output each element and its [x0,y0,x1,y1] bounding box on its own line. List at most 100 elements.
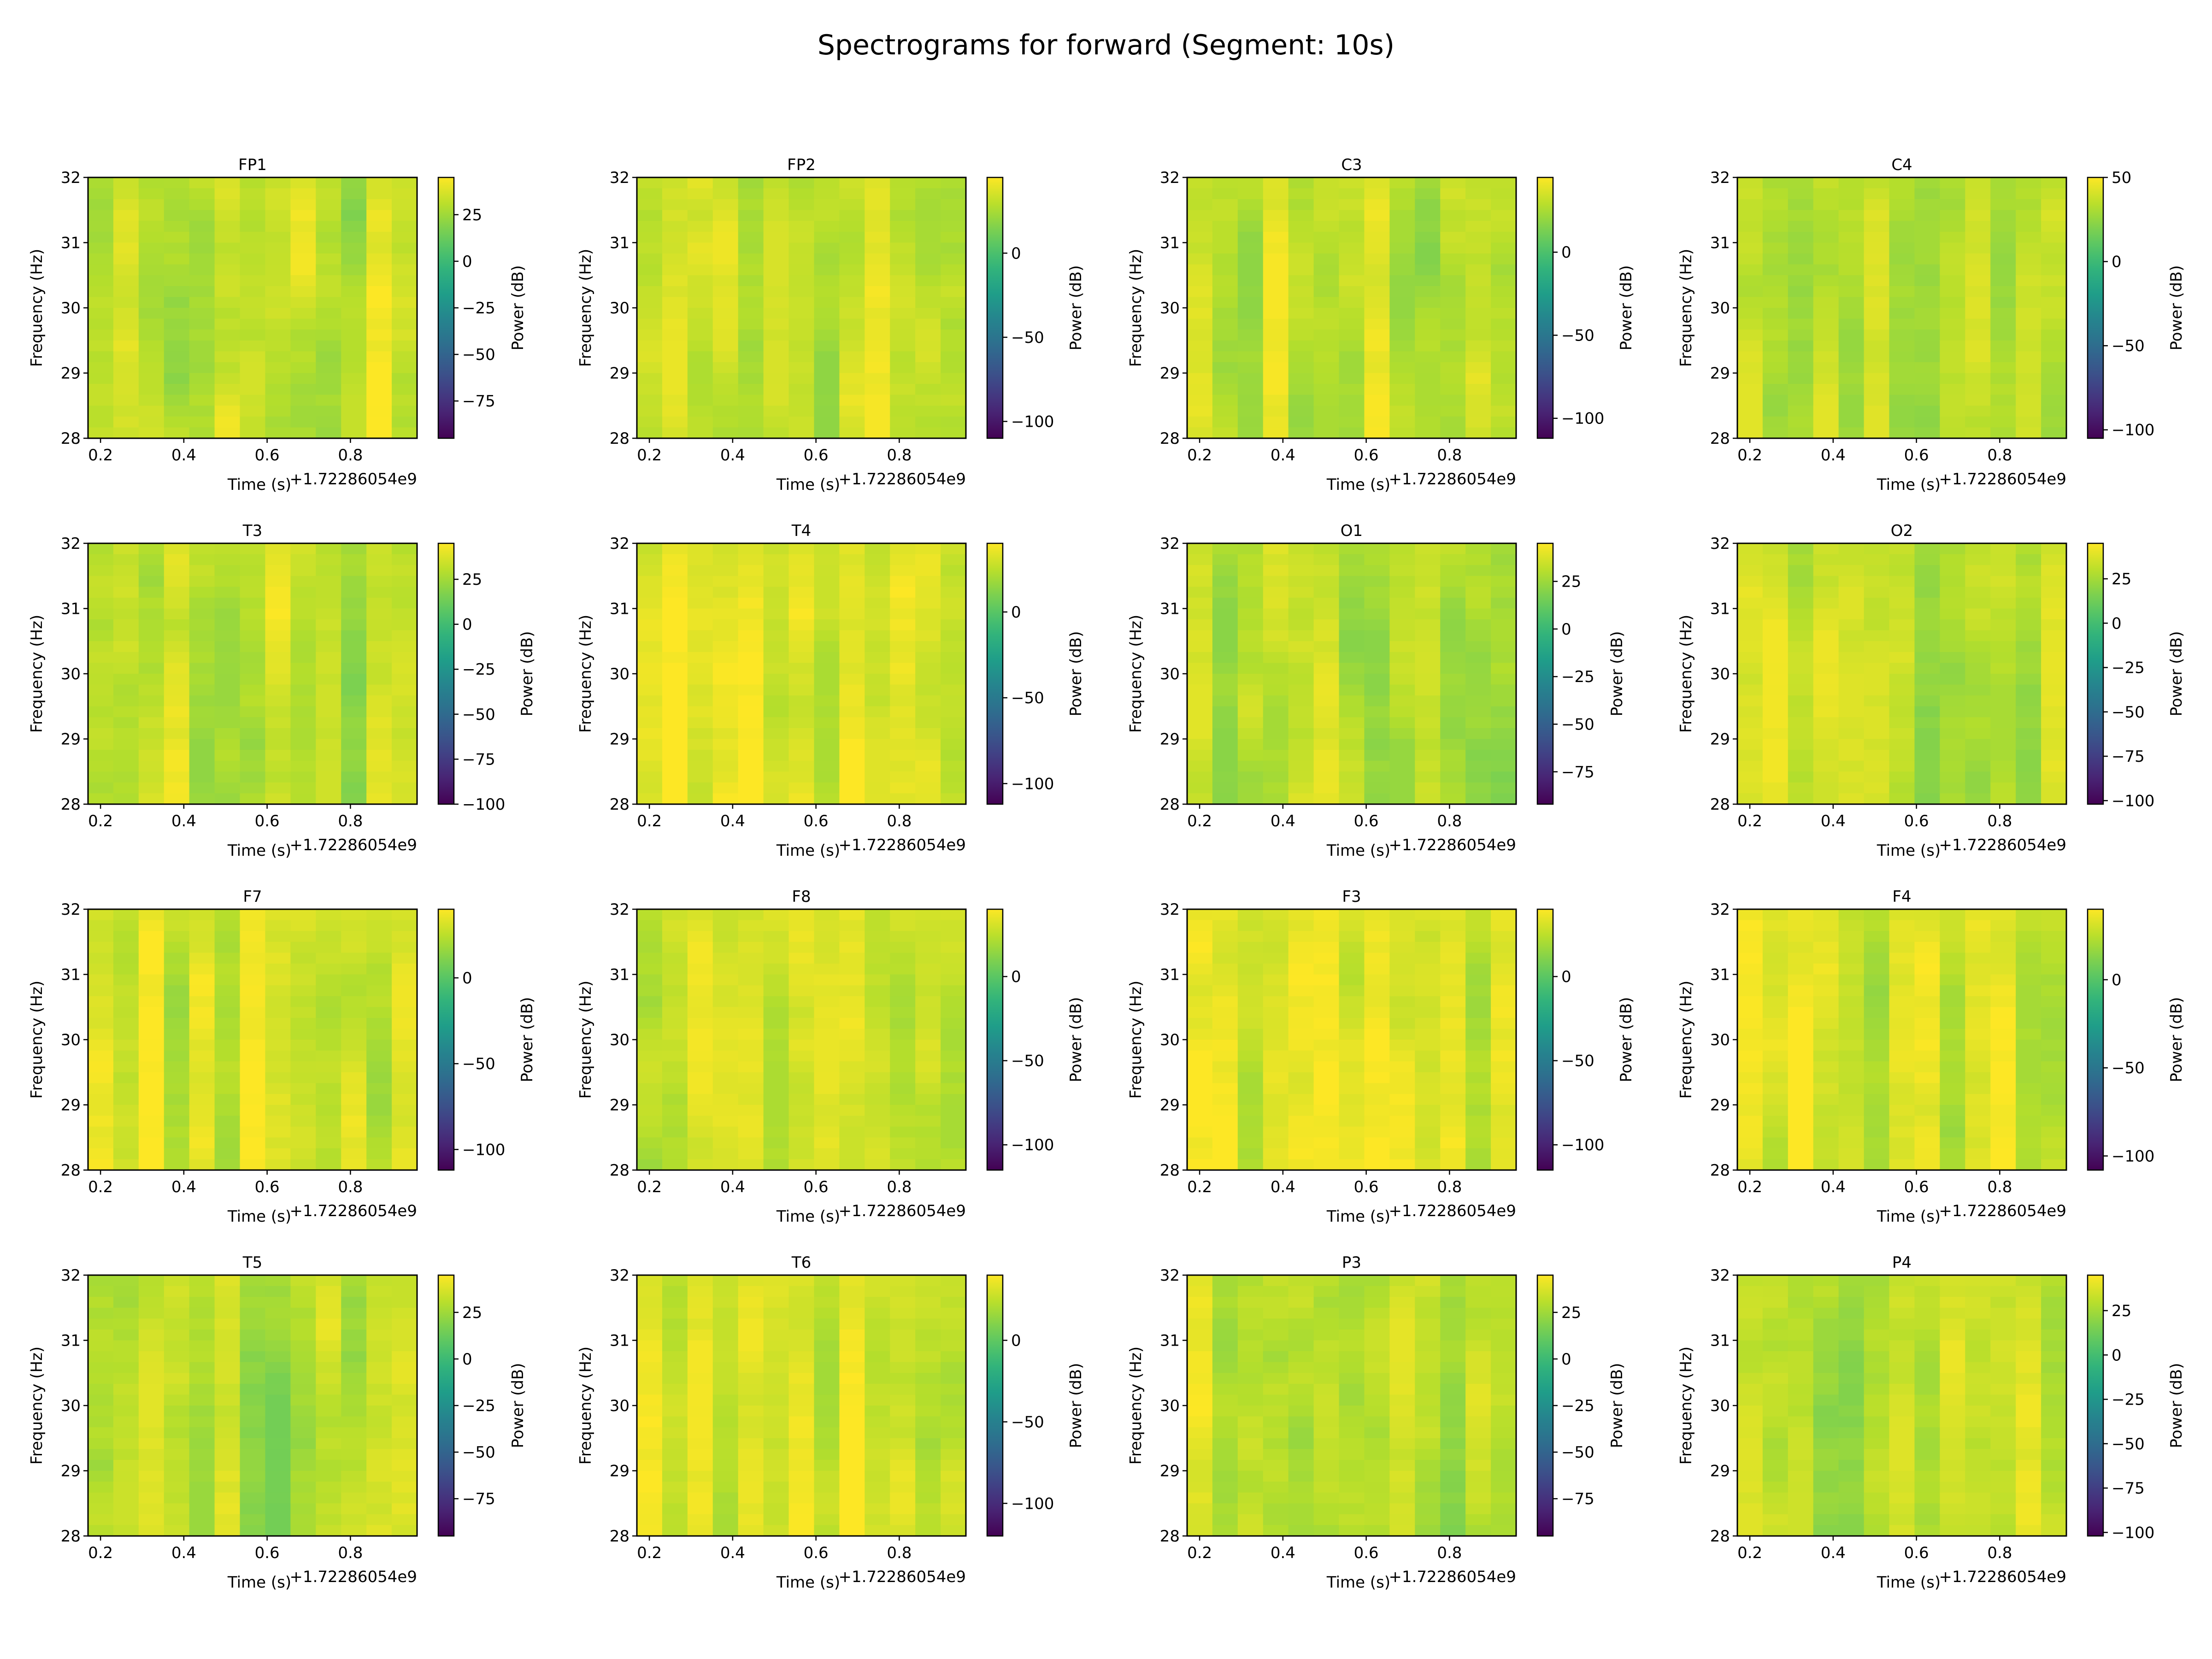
heatmap-cell [214,1083,241,1094]
heatmap-cell [1288,1275,1314,1287]
heatmap-cell [738,406,764,417]
heatmap-cell [189,974,215,986]
heatmap-cell [240,1394,266,1406]
heatmap-cell [240,619,266,631]
heatmap-cell [1339,308,1365,319]
heatmap-cell [1940,652,1966,664]
heatmap-cell [240,1514,266,1526]
x-axis-label: Time (s) [776,1573,840,1592]
heatmap-cell [1263,750,1289,761]
heatmap-cell [915,221,941,232]
heatmap-cell [1990,275,2017,287]
heatmap-cell [189,1018,215,1030]
heatmap-cell [392,1482,418,1493]
heatmap-cell [1737,188,1763,200]
heatmap-cell [890,1503,916,1515]
heatmap-cell [1465,329,1492,341]
heatmap-cell [240,717,266,729]
colorbar-tick-label: 25 [462,571,482,589]
heatmap-cell [138,406,165,417]
heatmap-cell [1838,543,1865,555]
heatmap-cell [915,1471,941,1483]
heatmap-cell [1415,695,1441,707]
heatmap-cell [814,1383,840,1395]
heatmap-cell [738,264,764,276]
heatmap-cell [1990,1007,2017,1018]
heatmap-cell [1187,1471,1213,1483]
heatmap-cell [1187,1072,1213,1084]
heatmap-cell [1838,231,1865,243]
heatmap-cell [865,652,891,664]
y-tick-label: 30 [1710,665,1730,683]
heatmap-cell [687,231,713,243]
heatmap-cell [637,1286,663,1298]
heatmap-cell [839,684,865,696]
heatmap-cell [1187,264,1213,276]
heatmap-cell [2041,1137,2067,1149]
heatmap-cell [138,1318,165,1330]
heatmap-cell [712,406,739,417]
heatmap-cell [316,1307,342,1319]
colorbar-tick-label: −25 [1561,668,1594,686]
heatmap-cell [1339,297,1365,308]
heatmap-cell [2016,630,2042,642]
colorbar-label: Power (dB) [1617,997,1635,1082]
heatmap-cell [662,1394,688,1406]
heatmap-cell [763,963,789,975]
heatmap-cell [138,782,165,794]
heatmap-cell [1491,253,1517,265]
heatmap-cell [738,1007,764,1018]
heatmap-cell [865,242,891,254]
heatmap-cell [890,674,916,685]
heatmap-cell [1263,231,1289,243]
heatmap-cell [88,177,114,189]
heatmap-cell [1864,351,1890,363]
heatmap-cell [2041,674,2067,685]
heatmap-cell [2016,1083,2042,1094]
heatmap-cell [1415,351,1441,363]
colorbar-tick-label: −50 [462,706,495,724]
heatmap-cell [240,739,266,751]
heatmap-cell [788,1318,815,1330]
heatmap-cell [763,985,789,997]
heatmap-cell [240,221,266,232]
heatmap-cell [1187,1482,1213,1493]
heatmap-cell [341,1105,367,1117]
heatmap-cell [738,663,764,674]
heatmap-cell [392,1525,418,1536]
heatmap-cell [88,1286,114,1298]
heatmap-cell [316,351,342,363]
colorbar-tick-label: 25 [462,1304,482,1322]
heatmap-cell [712,1126,739,1138]
heatmap-cell [1313,641,1340,653]
spectrogram-heatmap [88,1275,418,1536]
heatmap-cell [637,286,663,298]
heatmap-cell [316,1318,342,1330]
heatmap-cell [915,630,941,642]
heatmap-cell [1965,793,1991,805]
heatmap-cell [788,308,815,319]
heatmap-cell [1889,297,1915,308]
y-tick-label: 32 [610,169,629,187]
heatmap-cell [1364,652,1390,664]
heatmap-cell [662,619,688,631]
heatmap-cell [1762,750,1788,761]
heatmap-cell [662,1116,688,1127]
heatmap-cell [1263,1029,1289,1040]
heatmap-cell [1440,406,1466,417]
heatmap-cell [814,351,840,363]
heatmap-cell [941,427,966,439]
heatmap-cell [1415,362,1441,374]
heatmap-cell [265,663,291,674]
heatmap-cell [1990,340,2017,352]
heatmap-cell [865,1406,891,1417]
heatmap-cell [1237,1126,1264,1138]
heatmap-cell [290,416,317,428]
subplot-title: T4 [791,522,811,540]
heatmap-cell [1762,231,1788,243]
heatmap-cell [290,963,317,975]
heatmap-cell [738,974,764,986]
heatmap-cell [1737,1029,1763,1040]
heatmap-cell [637,739,663,751]
